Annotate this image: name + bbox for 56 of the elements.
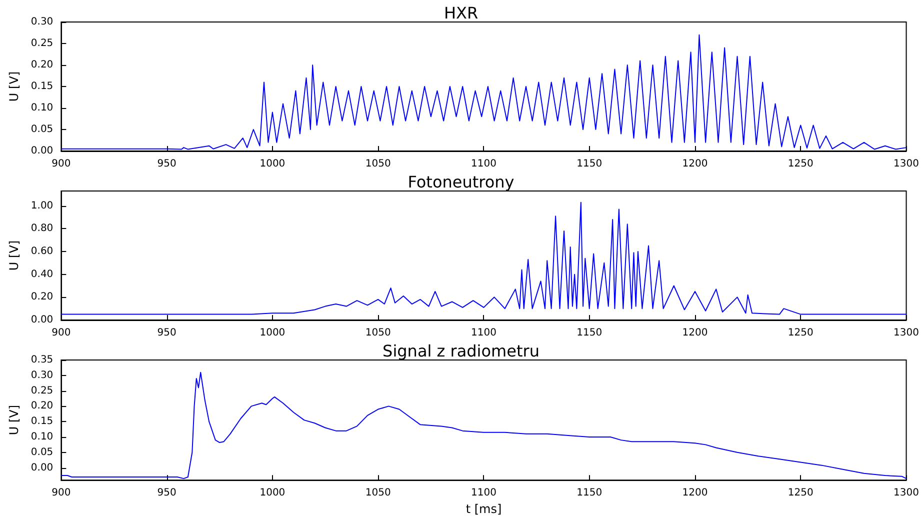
line-series: [60, 202, 907, 315]
x-tick-label: 900: [52, 158, 71, 170]
y-tick-label: 0.10: [30, 102, 54, 114]
y-tick-label: 0.00: [30, 146, 54, 156]
y-tick-label: 0.15: [30, 81, 54, 92]
x-tick-label: 1200: [682, 328, 708, 338]
y-tick-label: 0.20: [30, 60, 54, 70]
y-tick-label: 0.10: [30, 431, 54, 442]
x-tick-label: 1050: [365, 328, 391, 338]
x-tick-label: 1300: [894, 488, 919, 499]
x-tick-label: 1200: [682, 488, 708, 499]
y-axis-title: U [V]: [7, 71, 21, 102]
x-tick-label: 950: [157, 488, 176, 499]
x-tick-label: 1150: [576, 158, 602, 170]
x-tick-label: 900: [52, 328, 71, 338]
x-tick-label: 1100: [470, 488, 496, 499]
y-tick-label: 0.15: [30, 416, 54, 428]
x-tick-label: 1000: [260, 328, 286, 338]
y-tick-label: 0.05: [30, 446, 54, 458]
y-tick-label: 0.35: [30, 354, 54, 366]
x-tick-label: 1250: [788, 158, 814, 170]
x-tick-label: 1050: [365, 158, 391, 170]
x-tick-label: 1150: [576, 488, 602, 499]
x-tick-label: 1100: [470, 158, 496, 170]
x-tick-label: 1000: [260, 488, 286, 499]
x-tick-label: 950: [157, 158, 176, 170]
chart-title: Signal z radiometru: [382, 342, 540, 360]
y-tick-label: 0.00: [30, 462, 54, 474]
x-tick-label: 1250: [788, 328, 814, 338]
x-tick-label: 950: [157, 328, 176, 338]
x-tick-label: 1000: [260, 158, 286, 170]
y-tick-label: 0.25: [30, 38, 54, 49]
x-tick-label: 1150: [576, 328, 602, 338]
y-tick-label: 0.30: [30, 16, 54, 28]
y-tick-label: 0.00: [30, 314, 54, 326]
x-tick-label: 1200: [682, 158, 708, 170]
y-axis-title: U [V]: [7, 240, 21, 271]
y-tick-label: 0.30: [30, 370, 54, 381]
y-tick-label: 0.25: [30, 385, 54, 396]
y-tick-label: 0.20: [30, 400, 54, 412]
y-tick-label: 0.20: [30, 292, 54, 303]
y-tick-label: 0.80: [30, 223, 54, 234]
y-tick-label: 0.40: [30, 268, 54, 280]
chart-title: HXR: [444, 4, 478, 22]
x-tick-label: 1100: [470, 328, 496, 338]
y-axis-title: U [V]: [7, 404, 21, 436]
x-tick-label: 1300: [894, 158, 919, 170]
x-axis-title: t [ms]: [466, 502, 502, 516]
y-tick-label: 0.05: [30, 124, 54, 135]
x-tick-label: 1300: [894, 328, 919, 338]
y-tick-label: 0.60: [30, 246, 54, 258]
chart-title: Fotoneutrony: [408, 172, 514, 192]
y-tick-label: 1.00: [30, 200, 54, 212]
x-tick-label: 900: [52, 488, 71, 499]
x-tick-label: 1250: [788, 488, 814, 499]
x-tick-label: 1050: [365, 488, 391, 499]
